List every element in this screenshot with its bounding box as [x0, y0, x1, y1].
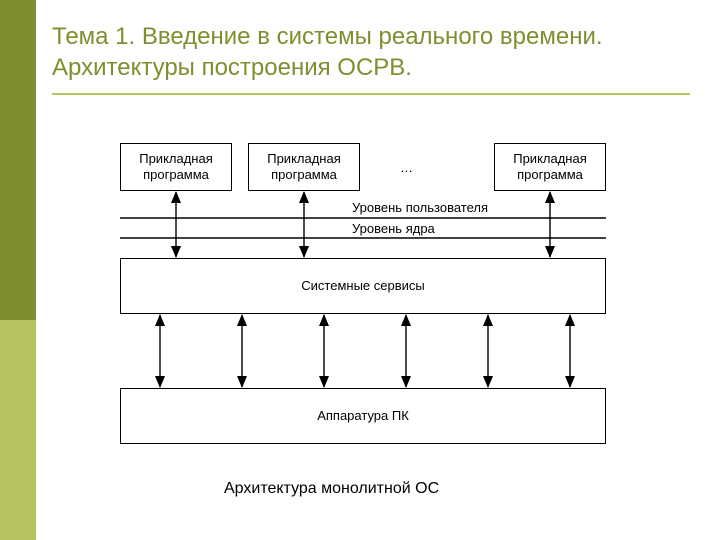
app-box-2: Прикладнаяпрограмма — [494, 143, 606, 191]
hardware-box: Аппаратура ПК — [120, 388, 606, 444]
services-box: Системные сервисы — [120, 258, 606, 314]
diagram: Прикладнаяпрограмма Прикладнаяпрограмма … — [0, 0, 720, 540]
ellipsis: … — [400, 160, 413, 175]
app-box-1: Прикладнаяпрограмма — [248, 143, 360, 191]
user-level-label: Уровень пользователя — [352, 200, 488, 215]
app-box-0: Прикладнаяпрограмма — [120, 143, 232, 191]
diagram-caption: Архитектура монолитной ОС — [224, 480, 439, 498]
kernel-level-label: Уровень ядра — [352, 221, 435, 236]
